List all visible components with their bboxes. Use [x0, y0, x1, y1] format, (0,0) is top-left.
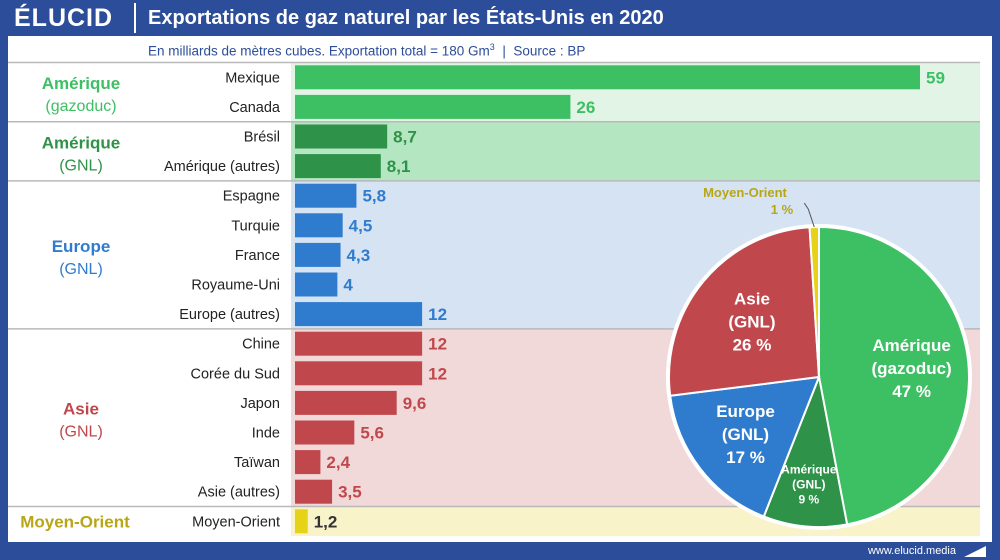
bar-value-label: 4 [343, 276, 353, 295]
bar-asie-autres- [295, 479, 333, 504]
country-label: Espagne [223, 189, 280, 205]
elucid-mark-icon [964, 546, 986, 557]
bar-ta-wan [295, 450, 321, 475]
country-label: Amérique (autres) [164, 159, 280, 175]
bar-value-label: 1,2 [314, 512, 338, 531]
pie-leader-line [803, 202, 815, 228]
bar-cor-e-du-sud [295, 361, 423, 386]
subtitle-main: En milliards de mètres cubes. Exportatio… [148, 43, 490, 59]
pie-label-name: Amérique [781, 463, 837, 477]
bar-value-label: 59 [926, 68, 945, 87]
pie-label-name: (GNL) [728, 312, 775, 331]
pie-label-name: (gazoduc) [871, 359, 951, 378]
band-amerique_gnl [291, 121, 980, 181]
bar-value-label: 5,8 [362, 187, 386, 206]
subtitle-exponent: 3 [489, 42, 495, 52]
bar-europe-autres- [295, 302, 423, 327]
bar-turquie [295, 213, 343, 238]
region-label: Amérique [42, 133, 120, 152]
bar-br-sil [295, 124, 388, 149]
pie-label-name: Asie [734, 289, 770, 308]
pie-label-pct: 9 % [798, 493, 819, 507]
pie-label-name: (GNL) [722, 425, 769, 444]
bar-chine [295, 331, 423, 356]
region-label: Moyen-Orient [20, 512, 130, 531]
country-label: Mexique [225, 70, 280, 86]
country-label: Taïwan [234, 455, 280, 471]
country-label: Japon [240, 396, 280, 412]
country-label: Moyen-Orient [192, 514, 280, 530]
elucid-logo[interactable]: ÉLUCID [14, 4, 114, 32]
region-sublabel: (GNL) [59, 424, 103, 441]
region-sublabel: (gazoduc) [45, 98, 116, 115]
pie-slice-amerique-gazoduc [818, 225, 970, 526]
pie-label-pct: 47 % [892, 382, 931, 401]
footer-url[interactable]: www.elucid.media [867, 545, 956, 557]
page-title: Exportations de gaz naturel par les État… [148, 7, 664, 29]
country-label: France [235, 248, 280, 264]
bar-value-label: 9,6 [403, 394, 427, 413]
pie-slice-asie [668, 226, 821, 397]
bar-value-label: 26 [576, 98, 595, 117]
pie-slice-amerique-gnl [762, 373, 849, 528]
pie-label-pct: 1 % [771, 202, 794, 217]
bar-value-label: 5,6 [360, 424, 384, 443]
bar-mexique [295, 65, 920, 90]
pie-label-name: Moyen-Orient [703, 185, 787, 200]
country-label: Turquie [231, 218, 280, 234]
pie-label-name: Amérique [872, 336, 950, 355]
bar-value-label: 3,5 [338, 483, 362, 502]
pie-label-name: Europe [716, 402, 775, 421]
bar-value-label: 4,5 [349, 216, 373, 235]
pie-label-pct: 26 % [733, 335, 772, 354]
pie-label-pct: 17 % [726, 448, 765, 467]
country-label: Corée du Sud [191, 366, 280, 382]
region-sublabel: (GNL) [59, 261, 103, 278]
bar-value-label: 8,1 [387, 157, 411, 176]
bar-canada [295, 94, 571, 119]
title-separator [134, 3, 136, 33]
pie-slice-europe [669, 375, 821, 518]
country-label: Europe (autres) [179, 307, 280, 323]
bar-royaume-uni [295, 272, 338, 297]
region-label: Amérique [42, 74, 120, 93]
country-label: Canada [229, 100, 281, 116]
bar-espagne [295, 183, 357, 208]
country-label: Inde [252, 426, 280, 442]
bar-value-label: 4,3 [347, 246, 371, 265]
bar-am-rique-autres- [295, 154, 381, 179]
pie-label-name: (GNL) [792, 478, 825, 492]
bar-inde [295, 420, 355, 445]
bar-japon [295, 390, 397, 415]
region-label: Europe [52, 237, 111, 256]
bar-value-label: 12 [428, 305, 447, 324]
bar-france [295, 242, 341, 267]
region-sublabel: (GNL) [59, 157, 103, 174]
subtitle-source: | Source : BP [494, 43, 586, 59]
country-label: Royaume-Uni [191, 278, 280, 294]
chart-subtitle: En milliards de mètres cubes. Exportatio… [148, 38, 585, 61]
region-label: Asie [63, 400, 99, 419]
country-label: Chine [242, 337, 280, 353]
bar-value-label: 12 [428, 364, 447, 383]
bar-moyen-orient [295, 509, 308, 534]
header-bar: ÉLUCID Exportations de gaz naturel par l… [0, 0, 1000, 36]
country-label: Brésil [244, 130, 280, 146]
country-label: Asie (autres) [198, 485, 280, 501]
bar-value-label: 8,7 [393, 128, 417, 147]
bar-value-label: 12 [428, 335, 447, 354]
bar-value-label: 2,4 [326, 453, 350, 472]
